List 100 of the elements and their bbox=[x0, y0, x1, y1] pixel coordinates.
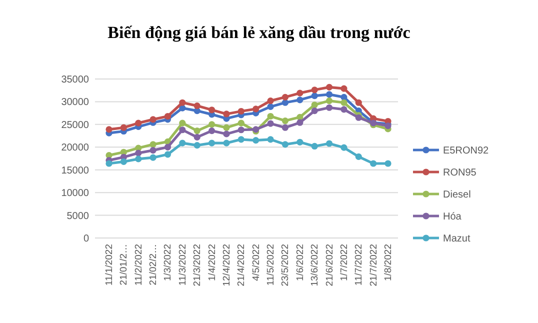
point bbox=[282, 141, 289, 148]
point bbox=[135, 120, 142, 126]
x-tick-label: 1/7/2022 bbox=[338, 244, 350, 281]
x-tick-label: 21/7/2022 bbox=[368, 244, 380, 286]
y-tick-label: 15000 bbox=[61, 165, 90, 176]
point bbox=[208, 121, 216, 128]
x-tick-label: 21/4/2022 bbox=[236, 244, 248, 286]
point bbox=[120, 158, 127, 165]
x-tick-label: 11/1/2022 bbox=[104, 244, 115, 286]
point bbox=[238, 120, 244, 126]
point bbox=[135, 156, 142, 162]
x-tick-label: 21/6/2022 bbox=[324, 244, 336, 286]
point bbox=[296, 138, 304, 146]
point bbox=[106, 160, 112, 167]
point bbox=[267, 103, 274, 110]
point bbox=[179, 120, 186, 126]
y-tick-label: 5000 bbox=[66, 210, 90, 222]
point bbox=[238, 126, 244, 134]
x-tick-label: 1/6/2022 bbox=[294, 244, 306, 281]
x-tick-label: 11/7/2022 bbox=[354, 244, 365, 286]
legend-label: RON95 bbox=[443, 168, 477, 178]
point bbox=[384, 160, 392, 167]
point bbox=[296, 119, 304, 126]
point bbox=[326, 84, 333, 90]
point bbox=[355, 99, 362, 106]
point bbox=[223, 110, 230, 118]
point bbox=[150, 154, 156, 161]
x-tick-label: 21/02/2… bbox=[148, 244, 160, 286]
point bbox=[208, 106, 216, 114]
point bbox=[370, 160, 377, 167]
x-tick-label: 11/3/2022 bbox=[177, 244, 188, 286]
point bbox=[252, 137, 260, 144]
point bbox=[179, 99, 186, 106]
point bbox=[194, 102, 200, 110]
point bbox=[194, 134, 200, 140]
point bbox=[267, 98, 274, 104]
point bbox=[150, 141, 156, 148]
y-tick-label: 20000 bbox=[61, 142, 90, 154]
point bbox=[296, 90, 304, 96]
x-tick-label: 1/3/2022 bbox=[162, 244, 174, 281]
point bbox=[326, 98, 333, 104]
x-tick-label: 11/2/2022 bbox=[133, 244, 144, 286]
chart-title: Biến động giá bán lẻ xăng dầu trong nước bbox=[108, 23, 411, 42]
point bbox=[311, 86, 318, 94]
point bbox=[311, 102, 318, 108]
point bbox=[252, 106, 260, 112]
x-tick-label: 1/8/2022 bbox=[383, 244, 394, 281]
point bbox=[208, 127, 216, 134]
y-tick-label: 30000 bbox=[61, 97, 90, 108]
point bbox=[179, 140, 186, 146]
legend-label: Diesel bbox=[443, 190, 471, 200]
point bbox=[311, 92, 318, 100]
point bbox=[340, 85, 348, 92]
point bbox=[238, 108, 244, 115]
point bbox=[267, 136, 274, 143]
point bbox=[282, 124, 289, 131]
point bbox=[340, 99, 348, 106]
legend-label: E5RON92 bbox=[443, 146, 490, 156]
y-tick-label: 25000 bbox=[61, 120, 90, 131]
point bbox=[179, 126, 186, 134]
point bbox=[223, 124, 230, 131]
point bbox=[267, 112, 274, 120]
point bbox=[164, 112, 172, 120]
legend-label: Mazut bbox=[443, 234, 470, 244]
point bbox=[326, 104, 333, 111]
y-tick-label: 0 bbox=[83, 234, 90, 244]
x-tick-label: 23/5/2022 bbox=[280, 244, 292, 286]
point bbox=[208, 140, 216, 146]
point bbox=[326, 91, 333, 98]
point bbox=[120, 124, 127, 131]
point bbox=[326, 140, 333, 147]
point bbox=[340, 106, 348, 113]
x-tick-label: 11/5/2022 bbox=[266, 244, 277, 286]
point bbox=[238, 136, 244, 143]
x-tick-label: 12/4/2022 bbox=[221, 244, 232, 286]
point bbox=[164, 151, 172, 158]
y-tick-label: 10000 bbox=[61, 188, 90, 200]
point bbox=[194, 127, 200, 134]
point bbox=[340, 94, 348, 100]
x-tick-label: 1/4/2022 bbox=[206, 244, 218, 281]
point bbox=[340, 144, 348, 151]
point bbox=[150, 147, 156, 154]
point bbox=[135, 150, 142, 156]
point bbox=[267, 120, 274, 127]
point bbox=[194, 142, 200, 149]
point bbox=[106, 126, 112, 133]
legend-label: Hóa bbox=[443, 212, 462, 222]
point bbox=[164, 144, 172, 150]
point bbox=[282, 117, 289, 124]
point bbox=[311, 142, 318, 150]
point bbox=[282, 99, 289, 106]
point bbox=[311, 108, 318, 114]
point bbox=[296, 96, 304, 104]
point bbox=[223, 140, 230, 146]
point bbox=[223, 130, 230, 138]
point bbox=[355, 153, 362, 160]
x-tick-label: 21/3/2022 bbox=[192, 244, 204, 286]
point bbox=[282, 94, 289, 100]
x-tick-label: 21/01/2… bbox=[118, 244, 130, 286]
point bbox=[150, 116, 156, 123]
